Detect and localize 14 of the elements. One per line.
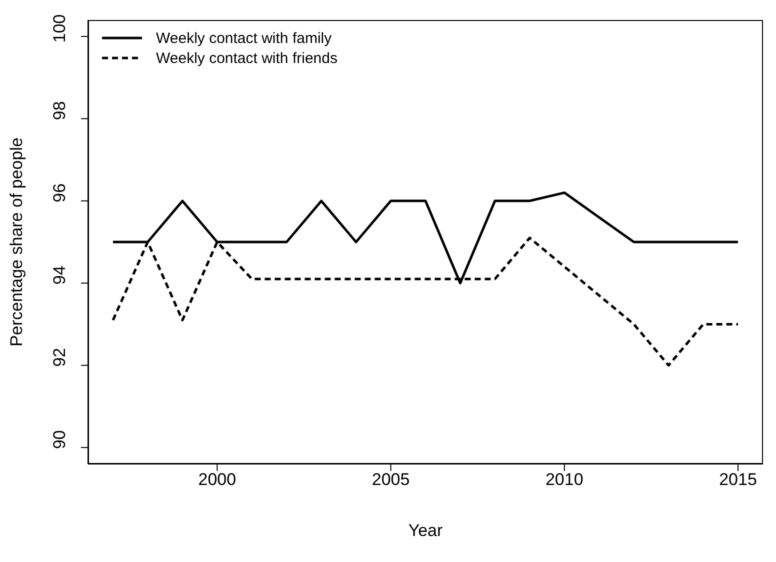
- y-tick-label: 98: [50, 101, 69, 120]
- x-tick-label: 2015: [719, 470, 757, 490]
- y-tick-label: 94: [50, 266, 69, 285]
- x-axis-title: Year: [408, 521, 444, 540]
- x-tick-label: 2000: [198, 470, 236, 490]
- legend-label: Weekly contact with family: [156, 30, 332, 46]
- x-tick-label: 2010: [545, 470, 584, 490]
- legend-label: Weekly contact with friends: [156, 50, 338, 66]
- y-tick-label: 90: [50, 430, 69, 450]
- y-tick-label: 100: [50, 14, 69, 43]
- y-axis-title: Percentage share of people: [7, 138, 26, 346]
- y-tick-label: 96: [50, 183, 69, 202]
- y-tick-label: 92: [50, 348, 69, 367]
- x-tick-label: 2005: [372, 470, 410, 490]
